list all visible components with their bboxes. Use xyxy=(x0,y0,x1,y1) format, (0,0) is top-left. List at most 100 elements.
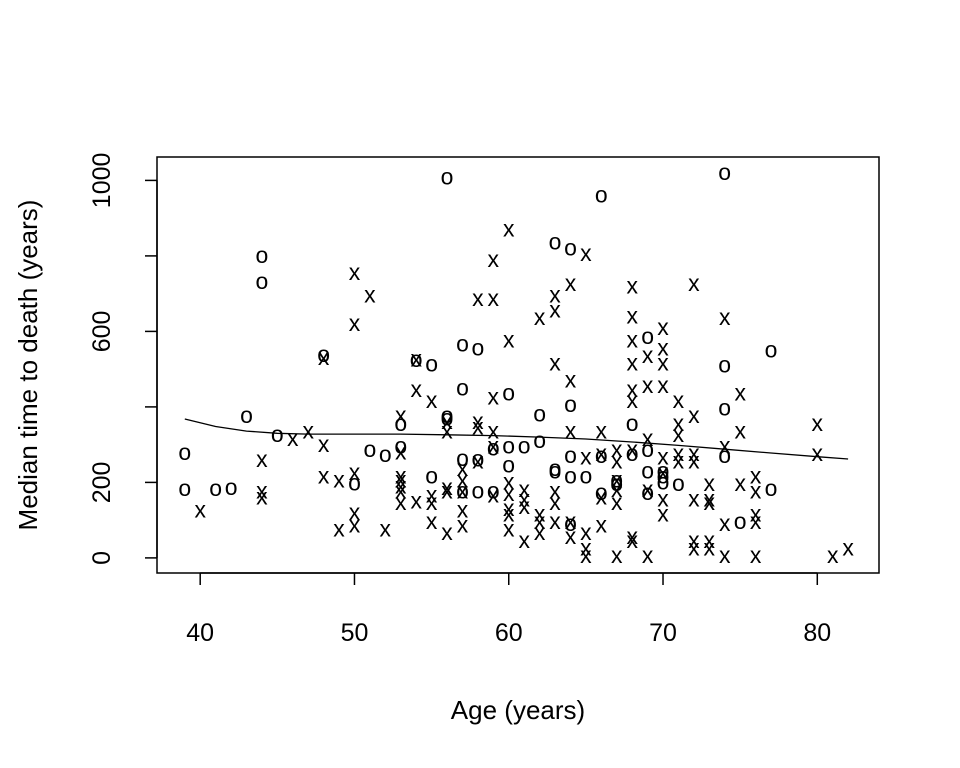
point-x: x xyxy=(410,376,422,402)
point-x: x xyxy=(673,448,685,474)
y-axis: 0 200 600 1000 xyxy=(88,153,158,565)
point-o: o xyxy=(502,432,515,458)
point-x: x xyxy=(518,476,530,502)
x-tick-label: 40 xyxy=(186,619,214,647)
point-o: o xyxy=(502,380,515,406)
point-o: o xyxy=(441,402,454,428)
point-x: x xyxy=(719,432,731,458)
point-x: x xyxy=(626,436,638,462)
point-o: o xyxy=(564,442,577,468)
point-x: x xyxy=(688,527,700,553)
point-o: o xyxy=(410,346,423,372)
point-o: o xyxy=(595,182,608,208)
point-x: x xyxy=(580,542,592,568)
point-o: o xyxy=(472,446,485,472)
x-tick-label: 60 xyxy=(495,619,523,647)
point-x: x xyxy=(596,440,608,466)
y-axis-label: Median time to death (years) xyxy=(13,200,43,531)
y-tick-label: 0 xyxy=(88,551,116,565)
point-o: o xyxy=(533,427,546,453)
point-x: x xyxy=(426,387,438,413)
point-x: x xyxy=(472,414,484,440)
point-x: x xyxy=(704,470,716,496)
point-x: x xyxy=(719,510,731,536)
point-x: x xyxy=(395,438,407,464)
point-x: x xyxy=(611,466,623,492)
point-x: x xyxy=(750,500,762,526)
point-x: x xyxy=(657,334,669,360)
point-o: o xyxy=(472,478,485,504)
point-o: o xyxy=(456,445,469,471)
point-o: o xyxy=(734,508,747,534)
point-o: o xyxy=(178,439,191,465)
point-x: x xyxy=(457,478,469,504)
point-x: x xyxy=(534,304,546,330)
point-o: o xyxy=(580,463,593,489)
point-x: x xyxy=(488,482,500,508)
point-x: x xyxy=(364,281,376,307)
point-x: x xyxy=(395,478,407,504)
point-x: x xyxy=(704,489,716,515)
point-x: x xyxy=(642,342,654,368)
point-o: o xyxy=(256,268,269,294)
point-o: o xyxy=(178,475,191,501)
point-x: x xyxy=(565,417,577,443)
point-o: o xyxy=(564,235,577,261)
point-o: o xyxy=(564,463,577,489)
point-o: o xyxy=(610,470,623,496)
point-o: o xyxy=(657,457,670,483)
point-o: o xyxy=(718,159,731,185)
point-x: x xyxy=(426,489,438,515)
y-tick-label: 1000 xyxy=(88,153,116,209)
point-x: x xyxy=(472,408,484,434)
point-x: x xyxy=(549,478,561,504)
point-x: x xyxy=(488,383,500,409)
point-o: o xyxy=(533,401,546,427)
point-x: x xyxy=(673,440,685,466)
point-x: x xyxy=(287,425,299,451)
point-x: x xyxy=(349,310,361,336)
point-x: x xyxy=(318,463,330,489)
point-x: x xyxy=(580,444,592,470)
point-x: x xyxy=(626,272,638,298)
point-o: o xyxy=(317,341,330,367)
point-o: o xyxy=(379,441,392,467)
point-x: x xyxy=(734,380,746,406)
point-o: o xyxy=(348,469,361,495)
point-x: x xyxy=(642,425,654,451)
point-x: x xyxy=(488,285,500,311)
point-o: o xyxy=(441,405,454,431)
point-o: o xyxy=(225,474,238,500)
point-o: o xyxy=(240,402,253,428)
point-x: x xyxy=(426,482,438,508)
point-o: o xyxy=(595,479,608,505)
point-x: x xyxy=(457,455,469,481)
point-o: o xyxy=(425,351,438,377)
point-x: x xyxy=(673,410,685,436)
point-o: o xyxy=(502,451,515,477)
point-x: x xyxy=(256,478,268,504)
point-x: x xyxy=(827,542,839,568)
point-x: x xyxy=(534,500,546,526)
point-o: o xyxy=(765,337,778,363)
point-x: x xyxy=(719,304,731,330)
point-x: x xyxy=(441,417,453,443)
point-x: x xyxy=(657,444,669,470)
point-o: o xyxy=(456,478,469,504)
point-o: o xyxy=(718,395,731,421)
y-tick-label: 200 xyxy=(88,462,116,504)
point-o: o xyxy=(271,421,284,447)
point-x: x xyxy=(395,402,407,428)
point-x: x xyxy=(688,534,700,560)
point-x: x xyxy=(518,493,530,519)
point-x: x xyxy=(318,431,330,457)
point-x: x xyxy=(657,349,669,375)
x-tick-label: 70 xyxy=(649,619,677,647)
point-x: x xyxy=(565,508,577,534)
point-x: x xyxy=(657,459,669,485)
point-x: x xyxy=(657,314,669,340)
point-x: x xyxy=(410,346,422,372)
point-x: x xyxy=(488,246,500,272)
point-x: x xyxy=(549,349,561,375)
point-o: o xyxy=(549,457,562,483)
